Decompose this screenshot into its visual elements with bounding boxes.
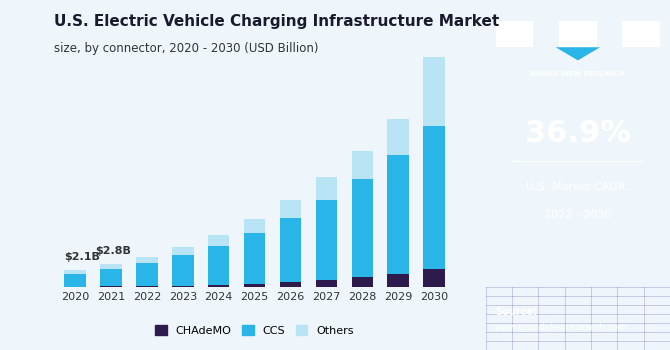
Text: U.S. Market CAGR,: U.S. Market CAGR, — [527, 182, 629, 192]
Bar — [352, 150, 373, 179]
Bar — [64, 274, 86, 287]
Legend: CHAdeMO, CCS, Others: CHAdeMO, CCS, Others — [152, 322, 357, 340]
Bar — [100, 264, 122, 269]
Bar — [387, 119, 409, 155]
Text: 36.9%: 36.9% — [525, 119, 631, 147]
Text: www.grandviewresearch.com: www.grandviewresearch.com — [495, 323, 628, 332]
Bar — [352, 277, 373, 287]
FancyBboxPatch shape — [496, 21, 533, 47]
Bar — [136, 257, 157, 263]
Text: $2.1B: $2.1B — [64, 252, 100, 262]
Bar — [387, 274, 409, 287]
Bar — [352, 179, 373, 277]
Text: Source:: Source: — [495, 307, 537, 317]
FancyBboxPatch shape — [559, 21, 597, 47]
Text: size, by connector, 2020 - 2030 (USD Billion): size, by connector, 2020 - 2030 (USD Bil… — [54, 42, 318, 55]
Bar — [244, 233, 265, 284]
Bar — [316, 200, 337, 280]
Bar — [208, 246, 229, 285]
Text: 2022 - 2030: 2022 - 2030 — [544, 210, 612, 220]
Bar — [316, 280, 337, 287]
Bar — [208, 285, 229, 287]
Bar — [172, 247, 194, 255]
Bar — [136, 286, 157, 287]
Bar — [316, 177, 337, 200]
Bar — [64, 270, 86, 274]
Text: $2.8B: $2.8B — [95, 246, 131, 256]
Text: GRAND VIEW RESEARCH: GRAND VIEW RESEARCH — [531, 71, 625, 77]
Bar — [387, 155, 409, 274]
Bar — [208, 235, 229, 246]
FancyBboxPatch shape — [622, 21, 660, 47]
Bar — [279, 218, 302, 282]
Bar — [423, 57, 445, 126]
Bar — [244, 284, 265, 287]
Polygon shape — [555, 47, 600, 60]
Bar — [279, 282, 302, 287]
Bar — [423, 269, 445, 287]
Bar — [172, 255, 194, 286]
Text: U.S. Electric Vehicle Charging Infrastructure Market: U.S. Electric Vehicle Charging Infrastru… — [54, 14, 499, 29]
Bar — [100, 286, 122, 287]
Bar — [244, 219, 265, 233]
Bar — [423, 126, 445, 269]
Bar — [279, 199, 302, 218]
Bar — [100, 269, 122, 286]
Bar — [172, 286, 194, 287]
Bar — [136, 263, 157, 286]
